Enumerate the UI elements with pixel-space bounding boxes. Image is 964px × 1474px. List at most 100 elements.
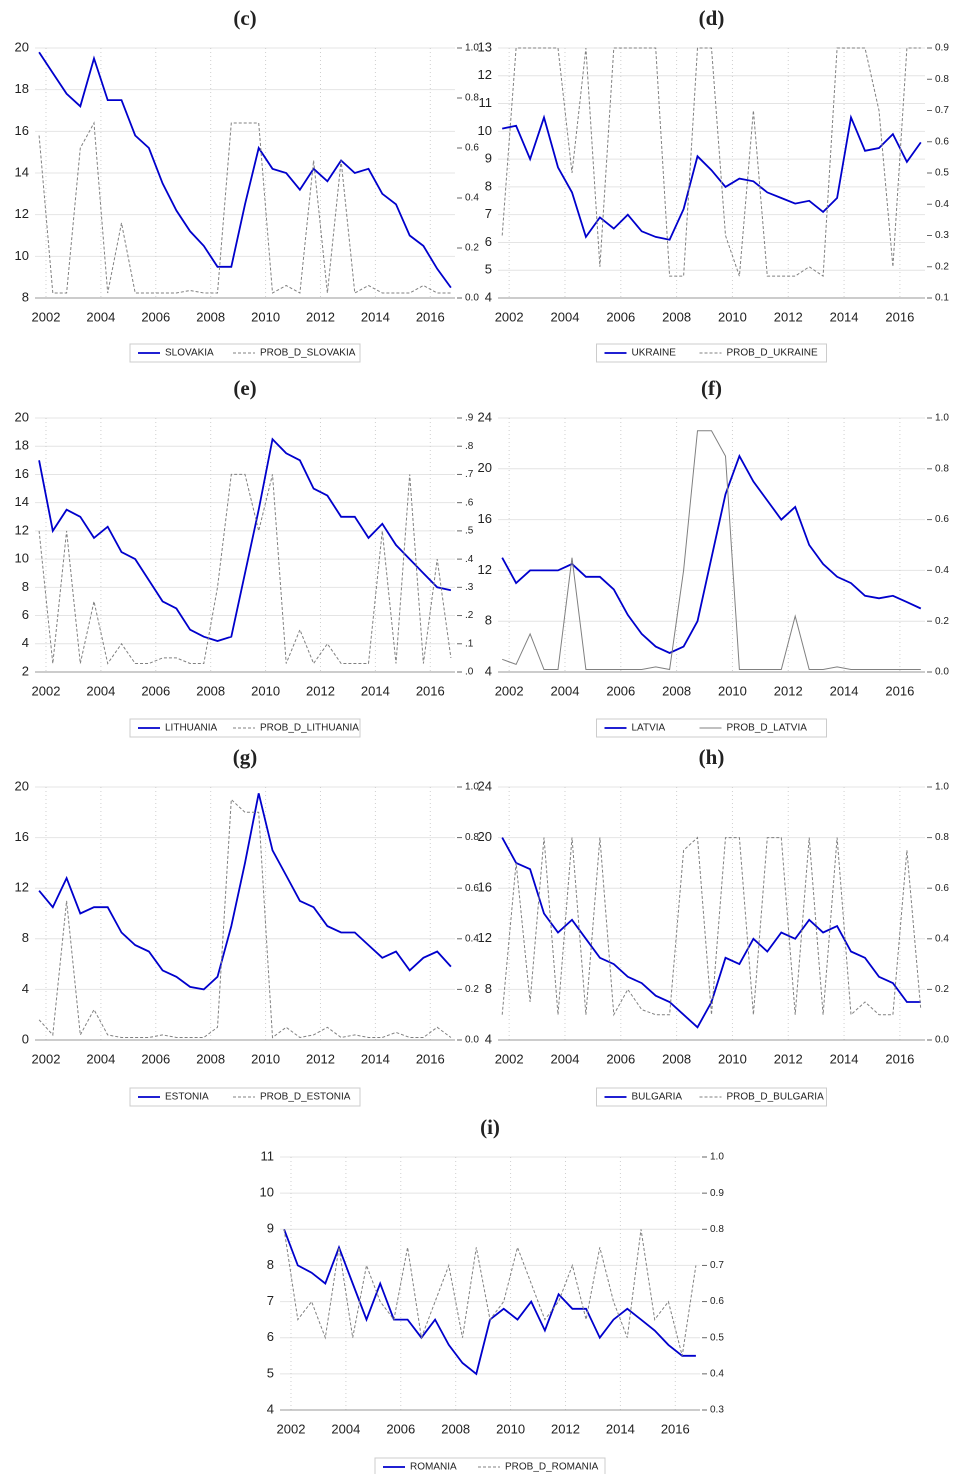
y-tick-label: 0 xyxy=(22,1031,29,1046)
series-line xyxy=(38,798,452,1039)
x-tick-label: 2012 xyxy=(306,1051,335,1066)
y-tick-label: 8 xyxy=(267,1257,274,1272)
legend-label: ROMANIA xyxy=(410,1462,457,1473)
x-tick-label: 2006 xyxy=(141,683,170,698)
x-tick-label: 2016 xyxy=(885,309,914,324)
y2-tick-label: .3 xyxy=(465,582,474,593)
legend-label: PROB_D_BULGARIA xyxy=(727,1092,825,1103)
series-line xyxy=(501,47,921,277)
y-tick-label: 8 xyxy=(485,981,492,996)
panel: (e) 2 4 6 8 10 12 14 16 18 20 .0 .1 .2 .3 .4 .5 .6 .7 .8 .9 2… xyxy=(15,376,474,738)
y2-tick-label: .5 xyxy=(465,526,474,537)
y2-tick-label: .1 xyxy=(465,638,474,649)
legend-label: SLOVAKIA xyxy=(165,348,214,359)
series-line xyxy=(38,121,451,294)
y2-tick-label: 0.7 xyxy=(710,1260,724,1271)
panel-title: (c) xyxy=(233,6,256,30)
y-tick-label: 12 xyxy=(15,206,29,221)
panel-title: (i) xyxy=(480,1115,500,1139)
x-tick-label: 2012 xyxy=(774,683,803,698)
y2-tick-label: 0.0 xyxy=(935,667,949,678)
y-tick-label: 14 xyxy=(15,164,29,179)
x-tick-label: 2016 xyxy=(885,683,914,698)
x-tick-label: 2008 xyxy=(196,683,225,698)
panel-title: (f) xyxy=(701,376,722,400)
legend-label: PROB_D_LITHUANIA xyxy=(260,723,359,734)
y-tick-label: 7 xyxy=(267,1293,274,1308)
y2-tick-label: 1.0 xyxy=(710,1152,724,1163)
y-tick-label: 8 xyxy=(485,178,492,193)
x-tick-label: 2006 xyxy=(141,309,170,324)
x-tick-label: 2010 xyxy=(496,1421,525,1436)
y-tick-label: 10 xyxy=(260,1185,274,1200)
legend-label: PROB_D_LATVIA xyxy=(727,723,808,734)
y-tick-label: 8 xyxy=(22,930,29,945)
x-tick-label: 2002 xyxy=(277,1421,306,1436)
panel: (h) 4 8 12 16 20 24 0.0 0.2 0.4 0.6 0.8 1.0 2002 2004 2… xyxy=(478,745,949,1107)
legend-label: BULGARIA xyxy=(632,1092,683,1103)
y2-tick-label: 0.6 xyxy=(935,136,949,147)
legend-label: UKRAINE xyxy=(632,348,677,359)
y-tick-label: 8 xyxy=(22,289,29,304)
y2-tick-label: 0.8 xyxy=(935,74,949,85)
series-line xyxy=(501,836,922,1017)
x-tick-label: 2012 xyxy=(774,309,803,324)
x-tick-label: 2002 xyxy=(32,683,61,698)
x-tick-label: 2016 xyxy=(416,683,445,698)
y2-tick-label: 0.4 xyxy=(935,199,949,210)
x-tick-label: 2010 xyxy=(251,1051,280,1066)
y-tick-label: 4 xyxy=(485,1031,492,1046)
x-tick-label: 2010 xyxy=(718,683,747,698)
y2-tick-label: 0.2 xyxy=(465,243,479,254)
legend-label: PROB_D_SLOVAKIA xyxy=(260,348,356,359)
x-tick-label: 2002 xyxy=(32,1051,61,1066)
y2-tick-label: 0.4 xyxy=(465,193,479,204)
y2-tick-label: 0.1 xyxy=(935,293,949,304)
series-line xyxy=(501,837,921,1029)
x-tick-label: 2002 xyxy=(495,683,524,698)
legend-label: PROB_D_ESTONIA xyxy=(260,1092,351,1103)
x-tick-label: 2006 xyxy=(606,309,635,324)
series-line xyxy=(38,437,452,642)
y-tick-label: 16 xyxy=(15,466,29,481)
y2-tick-label: 0.0 xyxy=(465,293,479,304)
y-tick-label: 4 xyxy=(22,635,29,650)
x-tick-label: 2008 xyxy=(196,309,225,324)
y-tick-label: 18 xyxy=(15,81,29,96)
x-tick-label: 2010 xyxy=(251,309,280,324)
x-tick-label: 2004 xyxy=(86,1051,115,1066)
y-tick-label: 4 xyxy=(485,663,492,678)
y-tick-label: 8 xyxy=(485,613,492,628)
x-tick-label: 2014 xyxy=(361,683,390,698)
x-tick-label: 2010 xyxy=(251,683,280,698)
y-tick-label: 8 xyxy=(22,579,29,594)
x-tick-label: 2004 xyxy=(551,309,580,324)
x-tick-label: 2014 xyxy=(830,683,859,698)
y2-tick-label: 0.2 xyxy=(465,984,479,995)
x-tick-label: 2008 xyxy=(196,1051,225,1066)
y-tick-label: 20 xyxy=(478,829,492,844)
x-tick-label: 2016 xyxy=(416,309,445,324)
y-tick-label: 6 xyxy=(267,1329,274,1344)
series-line xyxy=(502,114,922,241)
x-tick-label: 2016 xyxy=(416,1051,445,1066)
y2-tick-label: 0.3 xyxy=(710,1405,724,1416)
y-tick-label: 16 xyxy=(478,880,492,895)
x-tick-label: 2008 xyxy=(662,1051,691,1066)
legend-box xyxy=(129,343,361,363)
y-tick-label: 4 xyxy=(22,981,29,996)
y2-tick-label: 0.0 xyxy=(935,1035,949,1046)
panel: (d) 4 5 6 7 8 9 10 11 12 13 0.1 0.2 0.3 0.4 0.5 0.6 0.7 0.… xyxy=(478,6,949,363)
y-tick-label: 24 xyxy=(478,778,492,793)
y2-tick-label: 1.0 xyxy=(935,782,949,793)
x-tick-label: 2002 xyxy=(495,1051,524,1066)
legend-label: LITHUANIA xyxy=(165,723,218,734)
x-tick-label: 2014 xyxy=(361,309,390,324)
y2-tick-label: 0.2 xyxy=(935,616,949,627)
y-tick-label: 20 xyxy=(15,409,29,424)
y-tick-label: 10 xyxy=(478,123,492,138)
y2-tick-label: 1.0 xyxy=(935,413,949,424)
x-tick-label: 2014 xyxy=(606,1421,635,1436)
x-tick-label: 2012 xyxy=(306,683,335,698)
